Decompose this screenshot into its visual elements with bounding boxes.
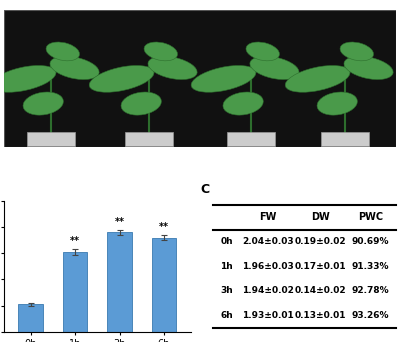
- Ellipse shape: [46, 42, 80, 61]
- Text: 6h: 6h: [337, 0, 353, 2]
- Text: C: C: [200, 183, 209, 196]
- Text: 0.14±0.02: 0.14±0.02: [294, 287, 346, 295]
- Text: 0h: 0h: [220, 237, 233, 246]
- Text: 6h: 6h: [220, 311, 233, 320]
- Text: 3h: 3h: [243, 0, 259, 2]
- Ellipse shape: [148, 56, 197, 80]
- Bar: [18, 304, 43, 332]
- Ellipse shape: [50, 56, 99, 80]
- Text: **: **: [114, 216, 124, 226]
- Ellipse shape: [23, 92, 63, 115]
- Text: 91.33%: 91.33%: [352, 262, 389, 271]
- Text: FW: FW: [259, 212, 277, 222]
- Bar: [63, 252, 87, 332]
- Text: 1h: 1h: [220, 262, 233, 271]
- Ellipse shape: [344, 56, 393, 80]
- Text: 2.04±0.03: 2.04±0.03: [242, 237, 294, 246]
- Text: 0.17±0.01: 0.17±0.01: [294, 262, 346, 271]
- FancyBboxPatch shape: [321, 132, 369, 146]
- Text: 1h: 1h: [141, 0, 157, 2]
- Bar: [152, 238, 176, 332]
- Ellipse shape: [285, 65, 350, 92]
- Text: 0.13±0.01: 0.13±0.01: [294, 311, 346, 320]
- Text: 92.78%: 92.78%: [352, 287, 389, 295]
- FancyBboxPatch shape: [27, 132, 75, 146]
- Text: WT: WT: [41, 0, 61, 2]
- Ellipse shape: [144, 42, 178, 61]
- Text: 3h: 3h: [220, 287, 233, 295]
- Text: 1.93±0.01: 1.93±0.01: [242, 311, 294, 320]
- Text: **: **: [159, 222, 169, 232]
- Text: 1.94±0.02: 1.94±0.02: [242, 287, 294, 295]
- Ellipse shape: [246, 42, 280, 61]
- Ellipse shape: [0, 65, 56, 92]
- FancyBboxPatch shape: [4, 10, 396, 147]
- Text: 90.69%: 90.69%: [352, 237, 389, 246]
- Bar: [107, 233, 132, 332]
- Ellipse shape: [223, 92, 263, 115]
- Ellipse shape: [191, 65, 256, 92]
- Text: 1.96±0.03: 1.96±0.03: [242, 262, 294, 271]
- Ellipse shape: [89, 65, 154, 92]
- FancyBboxPatch shape: [125, 132, 173, 146]
- Ellipse shape: [121, 92, 161, 115]
- Text: **: **: [70, 236, 80, 246]
- Text: 0.19±0.02: 0.19±0.02: [294, 237, 346, 246]
- FancyBboxPatch shape: [227, 132, 275, 146]
- Text: DW: DW: [311, 212, 330, 222]
- Ellipse shape: [250, 56, 299, 80]
- Ellipse shape: [340, 42, 374, 61]
- Ellipse shape: [317, 92, 357, 115]
- Text: PWC: PWC: [358, 212, 383, 222]
- Text: 93.26%: 93.26%: [352, 311, 389, 320]
